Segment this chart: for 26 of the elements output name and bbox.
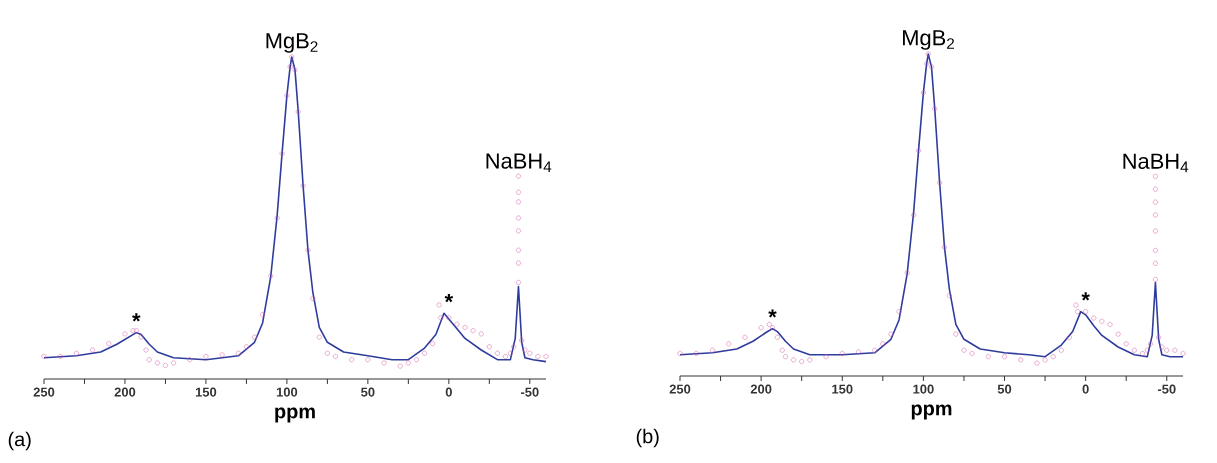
x-tick-label: -50 (520, 387, 539, 397)
x-tick-label: 0 (1082, 384, 1089, 394)
x-tick-label: 250 (33, 387, 55, 397)
annotation: NaBH$_{4}$ (486, 153, 552, 172)
x-tick-label: 250 (669, 384, 691, 394)
x-tick-label: 0 (445, 387, 452, 397)
x-tick-label: -50 (1157, 384, 1176, 394)
x-tick-label: 100 (913, 384, 934, 394)
x-tick-label: 150 (195, 387, 217, 397)
text: (a) (8, 431, 31, 451)
text: (b) (636, 428, 659, 448)
x-axis-title: ppm (275, 407, 315, 423)
annotation: * (1081, 292, 1090, 301)
x-tick-label: 150 (832, 384, 853, 394)
x-tick-label: 50 (997, 384, 1012, 394)
annotation: * (132, 313, 141, 322)
x-tick-label: 100 (276, 387, 298, 397)
annotation: MgB$_{2}$ (266, 33, 318, 53)
x-axis-title: ppm (911, 404, 952, 420)
x-tick-label: 200 (114, 387, 136, 397)
annotation: * (768, 309, 777, 318)
annotation: MgB$_{2}$ (903, 30, 955, 50)
x-tick-label: 200 (750, 384, 772, 394)
x-tick-label: 50 (361, 387, 375, 397)
annotation: NaBH$_{4}$ (1123, 153, 1189, 173)
annotation: * (444, 294, 454, 303)
